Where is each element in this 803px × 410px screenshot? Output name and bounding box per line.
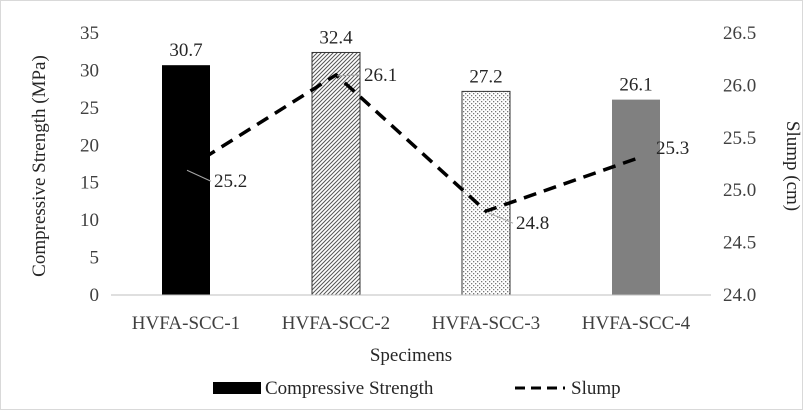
- left-y-tick-label: 5: [90, 248, 100, 269]
- bar-value-label: 32.4: [319, 27, 353, 48]
- bar-hvfa-scc-3: [461, 90, 511, 296]
- left-y-tick-label: 15: [80, 173, 99, 194]
- bar-hvfa-scc-1: [162, 65, 210, 295]
- slump-label-leader: [336, 74, 362, 77]
- left-y-tick-label: 20: [80, 135, 99, 156]
- x-axis-title: Specimens: [370, 345, 452, 366]
- slump-line-series: 25.2 26.1 24.8 25.3: [185, 65, 689, 234]
- bar-value-label: 26.1: [619, 75, 652, 96]
- left-y-axis-title: Compressive Strength (MPa): [29, 55, 50, 277]
- bar-hvfa-scc-2: [311, 51, 361, 296]
- slump-value-label: 25.3: [656, 138, 689, 159]
- left-y-tick-label: 0: [90, 285, 100, 306]
- legend-label-slump: Slump: [571, 378, 621, 399]
- x-tick-label: HVFA-SCC-1: [132, 313, 240, 334]
- right-y-tick-label: 25.0: [723, 180, 756, 201]
- bar-series: 30.7 32.4 27.2 26.1: [162, 27, 660, 296]
- right-y-tick-label: 25.5: [723, 128, 756, 149]
- x-tick-label: HVFA-SCC-2: [282, 313, 390, 334]
- bar-hvfa-scc-4: [612, 99, 660, 295]
- right-y-tick-label: 26.5: [723, 23, 756, 44]
- legend-label-compressive-strength: Compressive Strength: [265, 378, 434, 399]
- left-y-tick-label: 30: [80, 60, 99, 81]
- x-axis: HVFA-SCC-1 HVFA-SCC-2 HVFA-SCC-3 HVFA-SCC-4: [132, 313, 691, 334]
- x-tick-label: HVFA-SCC-3: [432, 313, 540, 334]
- slump-line: [185, 72, 637, 214]
- left-y-axis: 0 5 10 15 20 25 30 35: [80, 23, 99, 306]
- left-y-tick-label: 10: [80, 210, 99, 231]
- slump-label-leader: [186, 169, 212, 182]
- right-y-tick-label: 24.5: [723, 233, 756, 254]
- bar-value-label: 30.7: [169, 40, 202, 61]
- left-y-tick-label: 35: [80, 23, 99, 44]
- slump-value-label: 26.1: [364, 65, 397, 86]
- slump-label-leader: [486, 211, 514, 224]
- left-y-tick-label: 25: [80, 98, 99, 119]
- right-y-tick-label: 26.0: [723, 75, 756, 96]
- slump-value-label: 25.2: [214, 171, 247, 192]
- x-tick-label: HVFA-SCC-4: [582, 313, 691, 334]
- bar-value-label: 27.2: [469, 66, 502, 87]
- legend-swatch-compressive-strength: [213, 382, 261, 394]
- right-y-tick-label: 24.0: [723, 285, 756, 306]
- right-y-axis-title: Slump (cm): [782, 121, 802, 211]
- right-y-axis: 24.0 24.5 25.0 25.5 26.0 26.5: [723, 23, 756, 306]
- slump-value-label: 24.8: [516, 213, 549, 234]
- legend: Compressive Strength Slump: [213, 378, 621, 399]
